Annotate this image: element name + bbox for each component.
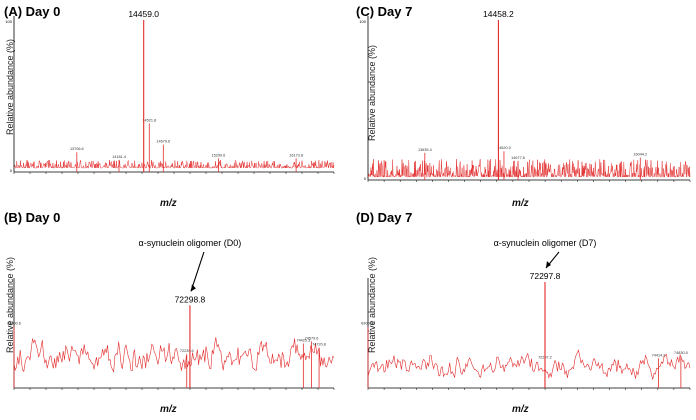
panel-a-letter: (A) [4,4,23,19]
panel-d-title: (D) Day 7 [356,210,412,225]
callout-arrow [190,251,205,292]
peak-label: 16044.2 [633,153,647,157]
panel-a-spectrum: 100 0 14521.8 14679.6 13706.6 14181.4 15299.6 1… [5,9,335,174]
peak-label: 14521.8 [142,118,156,122]
peak-label: 13635.4 [418,148,432,152]
peak-label: 13706.6 [70,147,84,151]
panel-d-xlabel: m/z [512,404,529,415]
panel-b-letter: (B) [4,210,23,225]
callout-label: α-synuclein oligomer (D0) [139,238,242,248]
peak-label: 69000.6 [7,322,21,326]
panel-c-day: Day 7 [377,4,413,19]
panel-a-day: Day 0 [25,4,61,19]
peak-label: 15299.6 [212,153,226,157]
peak-label: 74830.5 [674,351,688,355]
panel-b-day: Day 0 [25,210,61,225]
y-tick-label: 0 [364,176,367,181]
peak-label: 14520.0 [497,146,511,150]
main-peak-label: 72297.8 [530,271,561,281]
peak-label: 72239.6 [180,349,194,353]
peak-label: 69000.6 [361,322,375,326]
panel-a-xlabel: m/z [160,198,177,209]
panel-c-spectrum: 100 0 14520.0 13635.4 16044.2 14677.6 14458.2 [359,9,691,182]
main-peak-label: 72298.8 [175,294,206,304]
main-peak-label: 14459.0 [128,9,159,19]
y-tick-label: 100 [359,19,366,24]
peak-label: 74414.2 [652,353,666,357]
y-tick-label: 0 [10,168,13,173]
spectrum-trace [367,349,691,381]
panel-b-xlabel: m/z [160,404,177,415]
panel-c-title: (C) Day 7 [356,4,412,19]
callout-arrowhead [190,284,196,292]
peak-label: 74720.8 [312,343,326,347]
main-peak-label: 14458.2 [483,9,514,19]
spectrum-trace [367,158,691,178]
spectrum-trace [13,159,335,169]
panel-d-letter: (D) [356,210,375,225]
peak-label: 14679.6 [156,140,170,144]
panel-a-title: (A) Day 0 [4,4,60,19]
callout-label: α-synuclein oligomer (D7) [494,238,597,248]
panel-c-letter: (C) [356,4,375,19]
peak-label: 74579.6 [305,336,319,340]
panel-c-xlabel: m/z [512,198,529,209]
peak-label: 14677.6 [511,156,525,160]
panel-b-title: (B) Day 0 [4,210,60,225]
spectrum-trace [13,337,335,373]
peak-label: 74425.3 [296,338,310,342]
peak-label: 14181.4 [112,155,126,159]
panel-d-day: Day 7 [377,210,413,225]
callout-arrowhead [545,261,551,268]
y-tick-label: 100 [5,19,12,24]
peak-label: 16173.8 [289,153,303,157]
panel-d-spectrum: 69000.674830.574414.272297.272297.8α-syn… [361,238,691,390]
